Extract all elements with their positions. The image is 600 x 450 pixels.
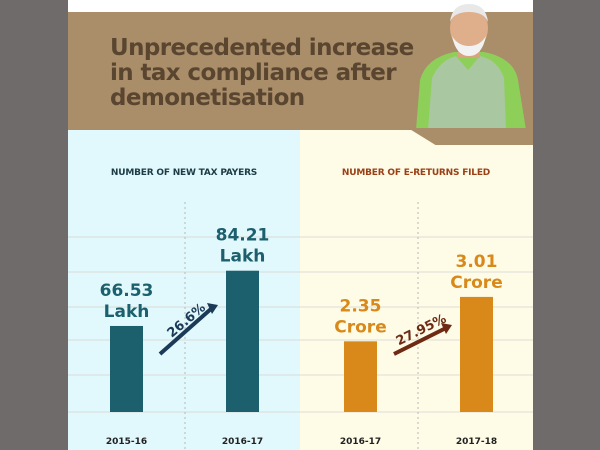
data-label-unit: Lakh bbox=[220, 247, 266, 267]
data-label-unit: Lakh bbox=[104, 302, 150, 322]
data-label-value: 84.21 bbox=[216, 226, 270, 246]
left-panel bbox=[68, 130, 300, 450]
chart-title-new-tax-payers: NUMBER OF NEW TAX PAYERS bbox=[110, 168, 258, 178]
data-label-unit: Crore bbox=[334, 317, 386, 337]
right-panel bbox=[300, 130, 533, 450]
data-label-value: 2.35 bbox=[340, 296, 382, 316]
infographic: Unprecedented increase in tax compliance… bbox=[68, 0, 533, 450]
chart-title-e-returns: NUMBER OF E-RETURNS FILED bbox=[341, 168, 491, 178]
banner-tab bbox=[408, 128, 533, 145]
bar bbox=[344, 341, 377, 412]
growth-arrow bbox=[393, 326, 447, 356]
page-title: Unprecedented increase in tax compliance… bbox=[110, 35, 414, 111]
x-tick-label: 2016-17 bbox=[222, 437, 263, 447]
x-tick-label: 2017-18 bbox=[456, 437, 497, 447]
bar bbox=[460, 296, 493, 412]
arrow-head bbox=[441, 323, 452, 334]
bar bbox=[110, 325, 143, 412]
data-label-value: 66.53 bbox=[100, 281, 154, 301]
x-tick-label: 2015-16 bbox=[106, 437, 147, 447]
growth-arrow bbox=[158, 306, 214, 356]
data-label-unit: Crore bbox=[450, 273, 502, 293]
bar bbox=[226, 270, 259, 412]
portrait-photo bbox=[416, 4, 526, 130]
x-tick-label: 2016-17 bbox=[340, 437, 381, 447]
data-label-value: 3.01 bbox=[456, 252, 498, 272]
arrow-head bbox=[207, 303, 218, 314]
